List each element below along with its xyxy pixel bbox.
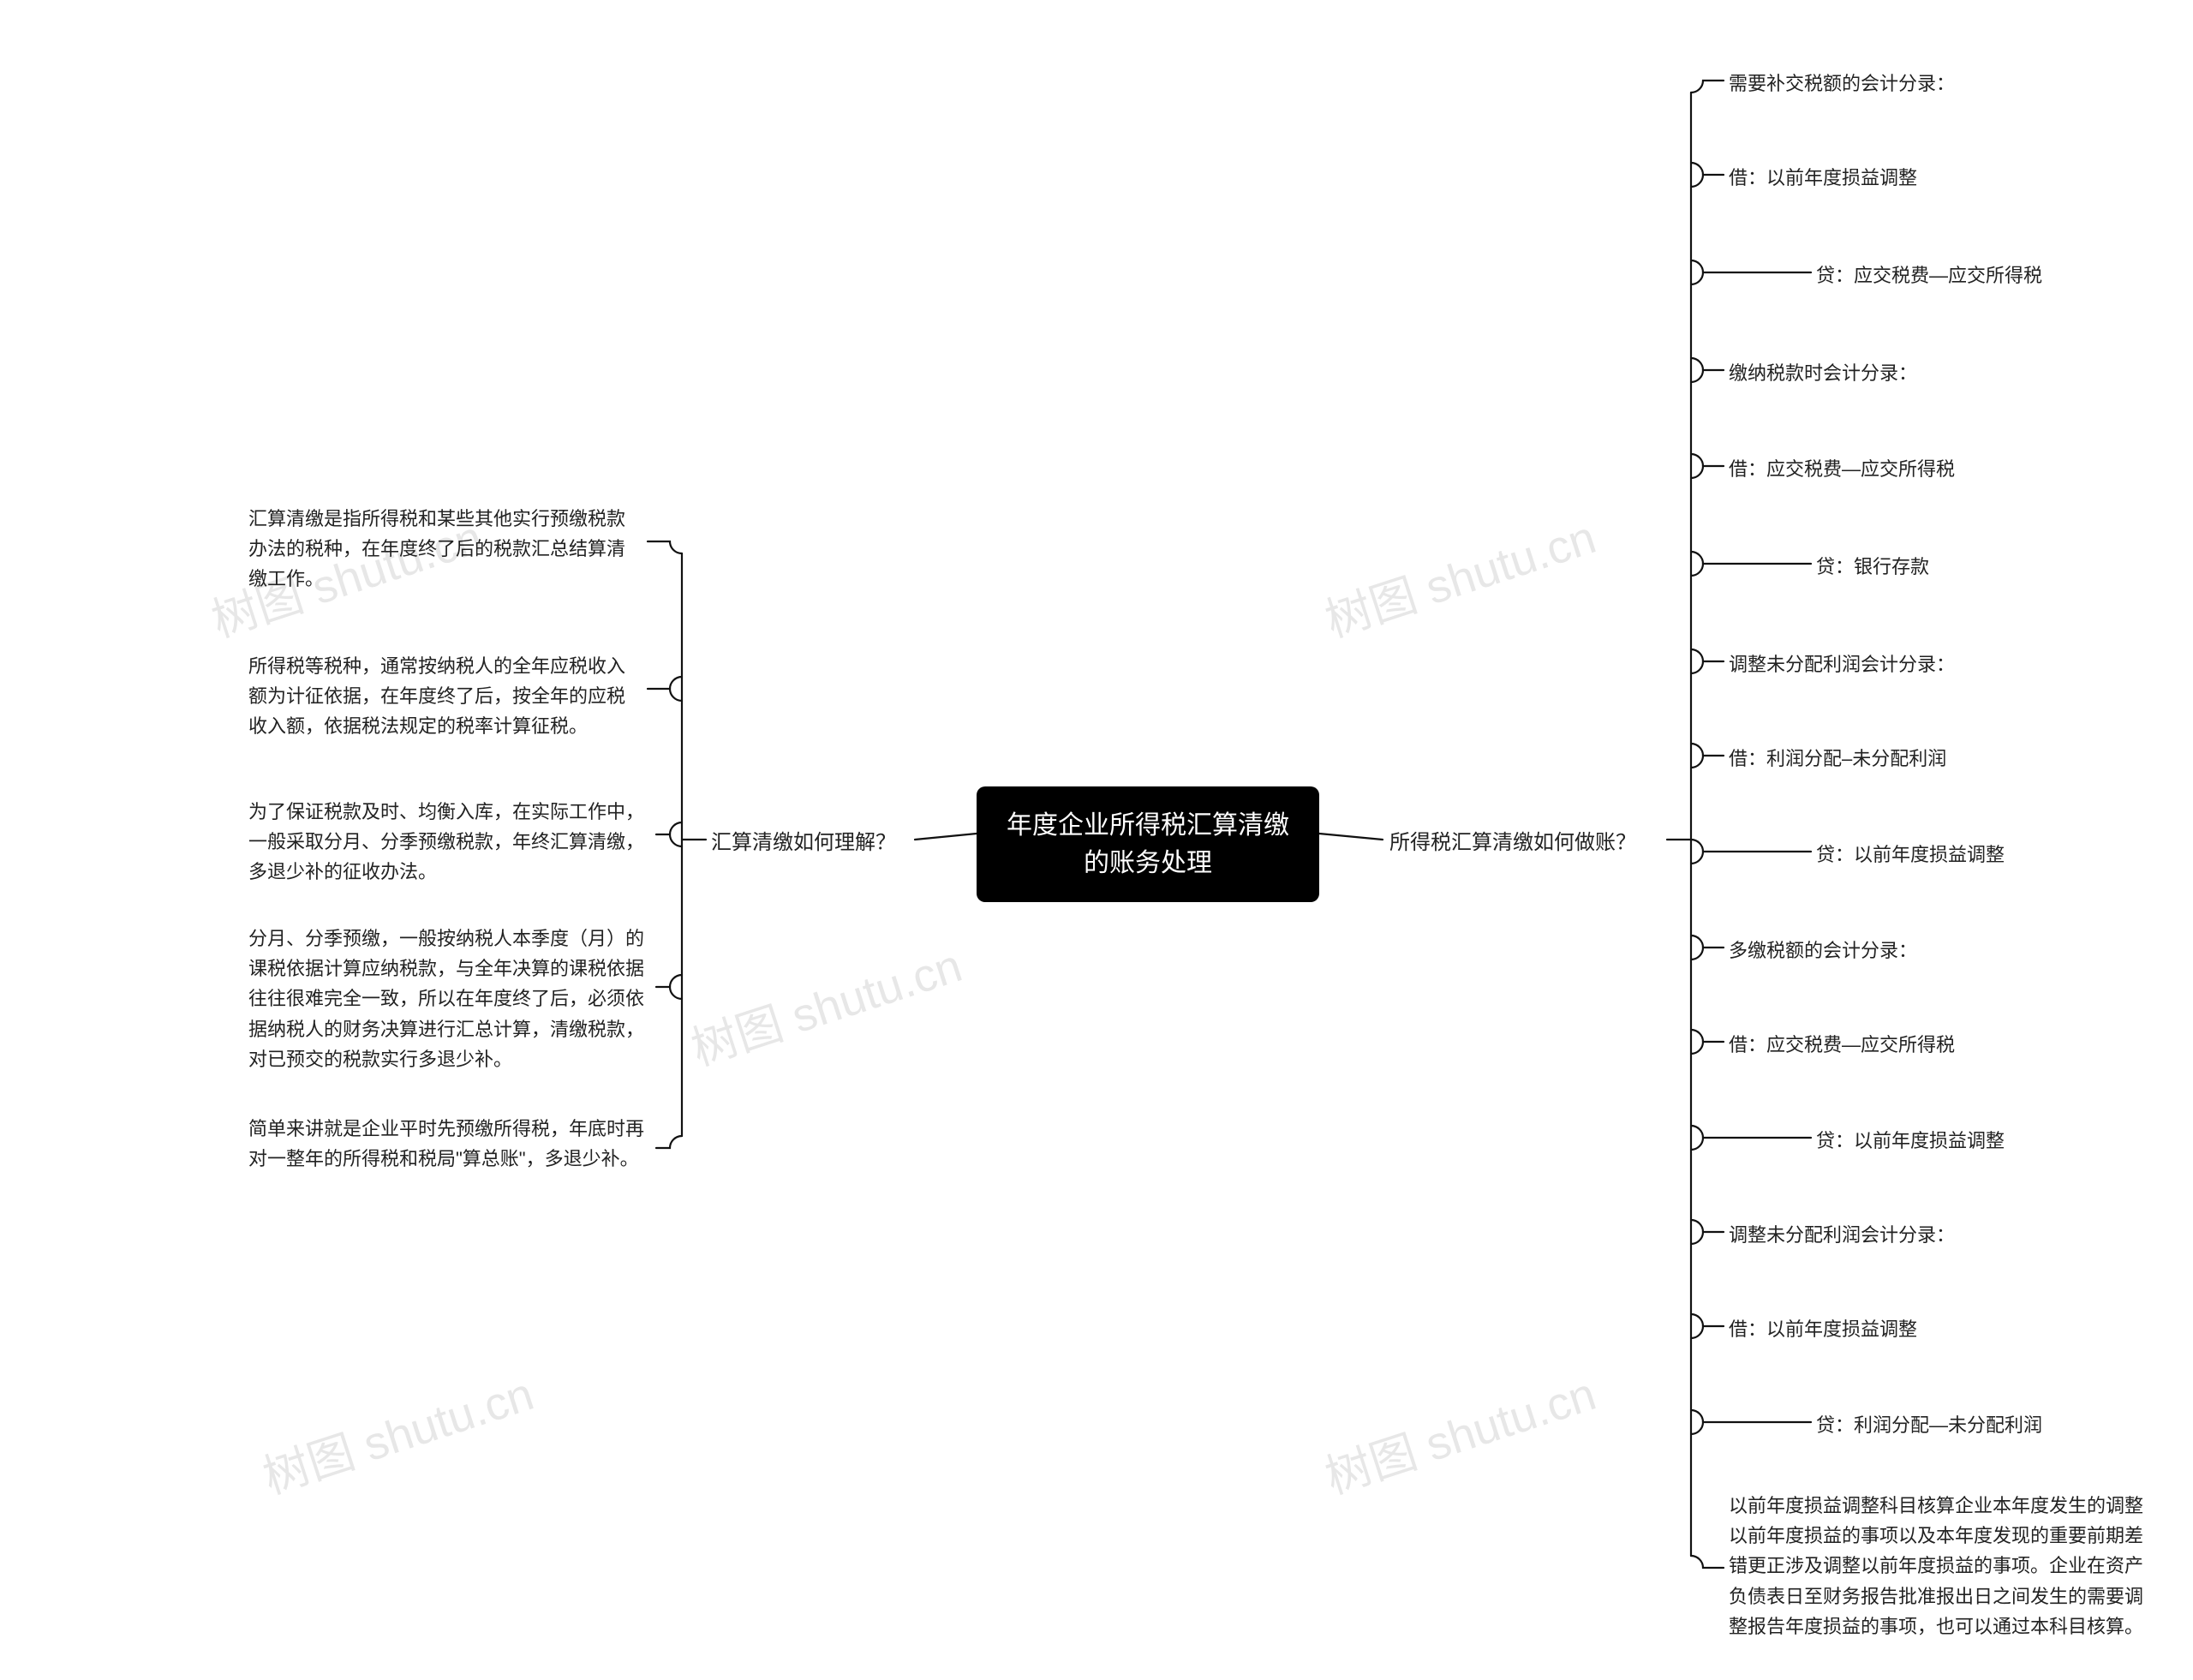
right-leaf-6: 调整未分配利润会计分录： — [1729, 649, 2140, 679]
right-leaf-3: 缴纳税款时会计分录： — [1729, 358, 2140, 388]
watermark: 树图 shutu.cn — [1316, 1356, 1604, 1507]
left-leaf-2: 为了保证税款及时、均衡入库，在实际工作中，一般采取分月、分季预缴税款，年终汇算清… — [248, 797, 651, 888]
right-leaf-1: 借：以前年度损益调整 — [1729, 163, 2140, 193]
center-node: 年度企业所得税汇算清缴 的账务处理 — [977, 786, 1319, 902]
watermark: 树图 shutu.cn — [1316, 499, 1604, 650]
right-leaf-13: 借：以前年度损益调整 — [1729, 1314, 2140, 1344]
left-leaf-1: 所得税等税种，通常按纳税人的全年应税收入额为计征依据，在年度终了后，按全年的应税… — [248, 651, 642, 742]
center-line-2: 的账务处理 — [1002, 845, 1294, 882]
right-leaf-4: 借：应交税费—应交所得税 — [1729, 454, 2140, 484]
left-leaf-4: 简单来讲就是企业平时先预缴所得税，年底时再对一整年的所得税和税局"算总账"，多退… — [248, 1114, 651, 1174]
watermark: 树图 shutu.cn — [254, 1356, 541, 1507]
right-leaf-0: 需要补交税额的会计分录： — [1729, 69, 2140, 99]
right-leaf-10: 借：应交税费—应交所得税 — [1729, 1030, 2140, 1060]
center-line-1: 年度企业所得税汇算清缴 — [1002, 807, 1294, 845]
right-leaf-7: 借：利润分配–未分配利润 — [1729, 744, 2140, 774]
right-leaf-15: 以前年度损益调整科目核算企业本年度发生的调整以前年度损益的事项以及本年度发现的重… — [1729, 1491, 2157, 1641]
right-leaf-12: 调整未分配利润会计分录： — [1729, 1220, 2140, 1250]
right-leaf-9: 多缴税额的会计分录： — [1729, 936, 2140, 966]
right-leaf-2: 贷：应交税费—应交所得税 — [1816, 260, 2176, 290]
left-leaf-0: 汇算清缴是指所得税和某些其他实行预缴税款办法的税种，在年度终了后的税款汇总结算清… — [248, 504, 642, 595]
left-leaf-3: 分月、分季预缴，一般按纳税人本季度（月）的课税依据计算应纳税款，与全年决算的课税… — [248, 924, 651, 1074]
watermark: 树图 shutu.cn — [682, 928, 970, 1079]
right-leaf-8: 贷：以前年度损益调整 — [1816, 840, 2176, 870]
right-leaf-14: 贷：利润分配—未分配利润 — [1816, 1410, 2176, 1440]
left-branch-label: 汇算清缴如何理解？ — [711, 828, 908, 858]
right-branch-label: 所得税汇算清缴如何做账？ — [1389, 828, 1664, 858]
right-leaf-11: 贷：以前年度损益调整 — [1816, 1126, 2176, 1156]
right-leaf-5: 贷：银行存款 — [1816, 552, 2176, 582]
